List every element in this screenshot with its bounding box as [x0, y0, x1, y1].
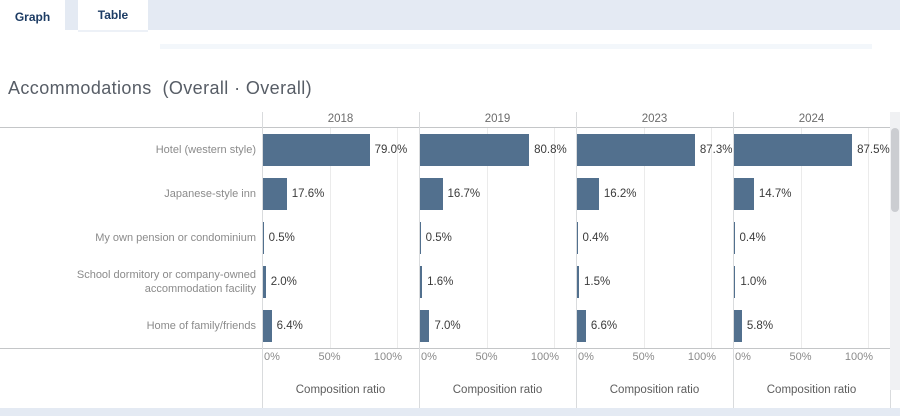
axis-tick: 50%: [789, 351, 812, 363]
year-header-line: [0, 127, 890, 128]
tab-graph[interactable]: Graph: [0, 0, 65, 34]
bar-mark[interactable]: [263, 222, 264, 254]
bar-mark[interactable]: [734, 178, 754, 210]
bar-mark[interactable]: [734, 134, 853, 166]
axis-tick: 50%: [632, 351, 655, 363]
axis-title: Composition ratio: [766, 384, 857, 396]
value-label: 0.5%: [268, 232, 295, 244]
bar-mark[interactable]: [577, 310, 586, 342]
bar-mark[interactable]: [577, 178, 599, 210]
bar-mark[interactable]: [263, 178, 287, 210]
tab-graph-label: Graph: [14, 10, 51, 24]
bar-mark[interactable]: [577, 134, 695, 166]
value-label: 0.5%: [425, 232, 452, 244]
value-label: 80.8%: [534, 144, 567, 156]
axis-tick: 0%: [578, 351, 594, 363]
bar-mark[interactable]: [420, 222, 421, 254]
gridline-100: [868, 128, 869, 348]
bar-mark[interactable]: [263, 310, 272, 342]
value-label: 87.5%: [857, 144, 890, 156]
value-label: 2.0%: [270, 276, 297, 288]
sheet-tabbar: [0, 0, 900, 30]
value-label: 87.3%: [699, 144, 733, 156]
year-header: 2019: [484, 113, 511, 125]
panel-divider: [419, 112, 420, 408]
value-label: 14.7%: [758, 188, 792, 200]
year-header: 2018: [327, 113, 354, 125]
gridline-100: [711, 128, 712, 348]
axis-tick: 50%: [475, 351, 498, 363]
bar-mark[interactable]: [577, 266, 580, 298]
category-label: Home of family/friends: [146, 319, 256, 332]
category-label: Hotel (western style): [155, 143, 256, 156]
bar-mark[interactable]: [420, 134, 530, 166]
bar-mark[interactable]: [263, 134, 370, 166]
bar-mark[interactable]: [263, 266, 266, 298]
axis-tick: 0%: [735, 351, 751, 363]
scrollbar-thumb[interactable]: [891, 128, 899, 212]
tab-table[interactable]: Table: [78, 0, 148, 32]
value-label: 7.0%: [434, 320, 461, 332]
axis-tick: 100%: [844, 351, 873, 363]
axis-tick: 100%: [530, 351, 559, 363]
bar-mark[interactable]: [734, 310, 742, 342]
axis-tick: 100%: [687, 351, 716, 363]
axis-title: Composition ratio: [295, 384, 386, 396]
value-label: 1.5%: [584, 276, 611, 288]
panel-divider: [733, 112, 734, 408]
gridline-50: [486, 128, 488, 348]
tab-table-label: Table: [97, 8, 129, 22]
axis-tick: 50%: [318, 351, 341, 363]
value-label: 16.7%: [447, 188, 481, 200]
value-label: 0.4%: [582, 232, 609, 244]
axis-title: Composition ratio: [609, 384, 700, 396]
value-label: 5.8%: [746, 320, 774, 332]
bar-mark[interactable]: [734, 266, 736, 298]
value-label: 1.0%: [740, 276, 767, 288]
bar-mark[interactable]: [420, 178, 443, 210]
value-label: 1.6%: [427, 276, 454, 288]
bar-mark[interactable]: [734, 222, 735, 254]
year-header: 2023: [641, 113, 668, 125]
value-label: 17.6%: [291, 188, 325, 200]
gridline-50: [800, 128, 802, 348]
value-label: 0.4%: [739, 232, 766, 244]
gridline-100: [397, 128, 398, 348]
value-label: 6.4%: [276, 320, 303, 332]
value-label: 79.0%: [374, 144, 408, 156]
page-title: Accommodations (Overall · Overall): [8, 78, 313, 98]
panel-divider: [576, 112, 577, 408]
bar-mark[interactable]: [420, 310, 430, 342]
category-label: School dormitory or company-owned accomm…: [76, 268, 256, 295]
bottom-strip: [0, 408, 900, 416]
axis-tick: 100%: [373, 351, 402, 363]
year-header: 2024: [798, 113, 825, 125]
gridline-100: [554, 128, 555, 348]
gridline-50: [329, 128, 331, 348]
panel-divider: [262, 112, 263, 408]
axis-tick: 0%: [264, 351, 280, 363]
category-label: Japanese-style inn: [164, 187, 256, 200]
toolbar-band: [160, 44, 872, 49]
category-label: My own pension or condominium: [95, 231, 256, 244]
bar-mark[interactable]: [577, 222, 578, 254]
vertical-scrollbar[interactable]: [890, 112, 900, 390]
value-label: 6.6%: [590, 320, 618, 332]
x-axis-line: [0, 348, 890, 349]
axis-title: Composition ratio: [452, 384, 543, 396]
gridline-50: [643, 128, 645, 348]
bar-mark[interactable]: [420, 266, 423, 298]
value-label: 16.2%: [603, 188, 637, 200]
axis-tick: 0%: [421, 351, 437, 363]
